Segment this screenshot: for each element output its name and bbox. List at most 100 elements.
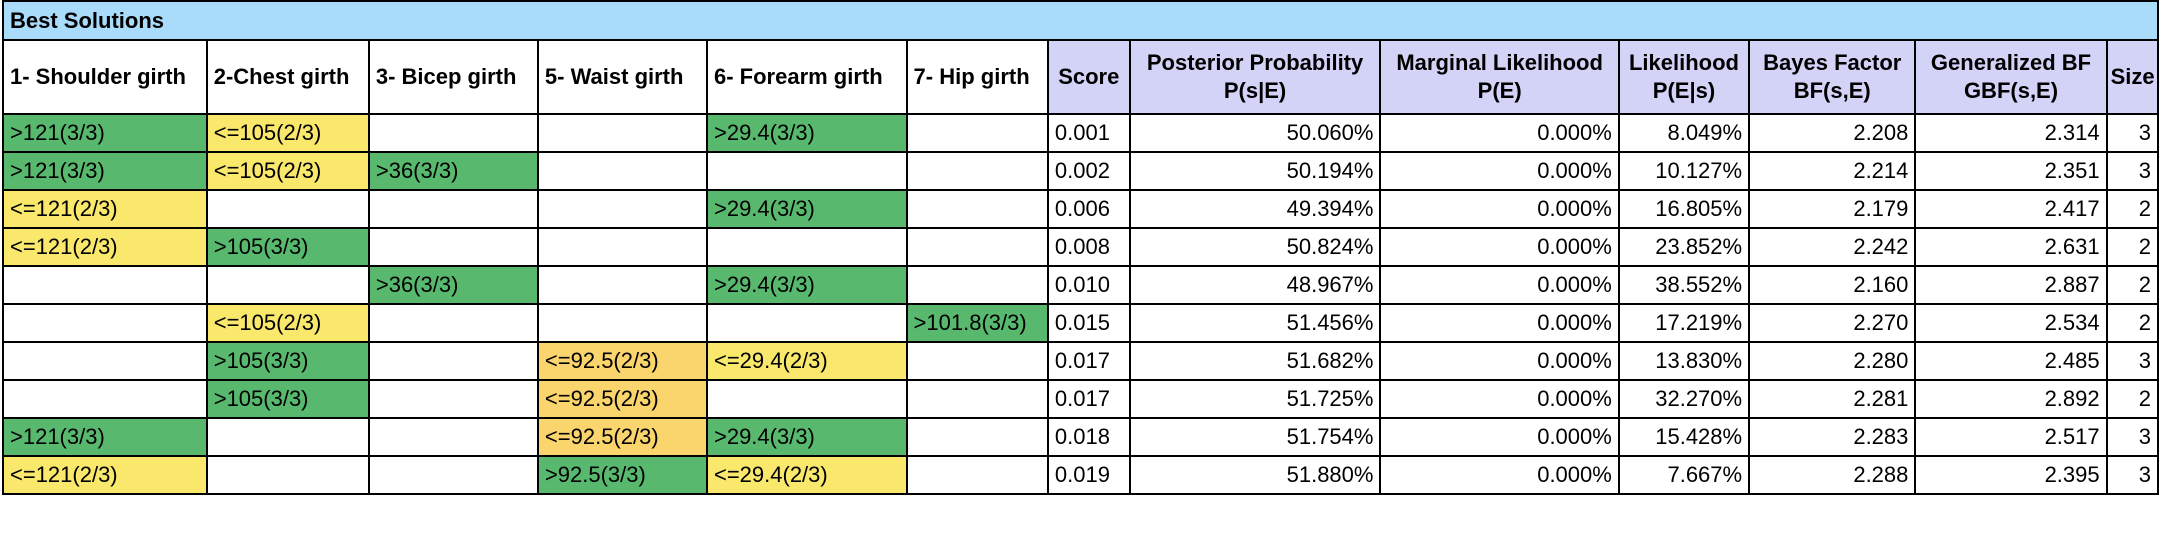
bicep-girth-cell[interactable] [367,303,539,343]
hip-girth-cell[interactable] [905,341,1049,381]
chest-girth-cell[interactable] [205,455,370,495]
likelihood-cell[interactable]: 13.830% [1617,341,1751,381]
bicep-girth-cell[interactable] [367,227,539,267]
size-cell[interactable]: 3 [2105,417,2160,457]
bicep-girth-cell[interactable]: >36(3/3) [367,265,539,305]
shoulder-girth-cell[interactable] [2,303,208,343]
score-cell[interactable]: 0.019 [1046,455,1131,495]
bicep-girth-cell[interactable] [367,189,539,229]
table-row[interactable]: >105(3/3) <=92.5(2/3) 0.017 51.725% 0.000% 32… [2,379,2160,419]
header-likelihood[interactable]: Likelihood P(E|s) [1617,39,1751,115]
waist-girth-cell[interactable] [536,303,708,343]
hip-girth-cell[interactable] [905,151,1049,191]
score-cell[interactable]: 0.017 [1046,341,1131,381]
waist-girth-cell[interactable] [536,265,708,305]
gbf-cell[interactable]: 2.314 [1914,113,2108,153]
waist-girth-cell[interactable]: >92.5(3/3) [536,455,708,495]
gbf-cell[interactable]: 2.631 [1914,227,2108,267]
bayes-factor-cell[interactable]: 2.242 [1748,227,1917,267]
gbf-cell[interactable]: 2.892 [1914,379,2108,419]
score-cell[interactable]: 0.015 [1046,303,1131,343]
shoulder-girth-cell[interactable]: <=121(2/3) [2,227,208,267]
forearm-girth-cell[interactable] [705,379,908,419]
posterior-cell[interactable]: 49.394% [1128,189,1382,229]
marginal-cell[interactable]: 0.000% [1379,151,1620,191]
gbf-cell[interactable]: 2.534 [1914,303,2108,343]
shoulder-girth-cell[interactable]: >121(3/3) [2,151,208,191]
forearm-girth-cell[interactable]: >29.4(3/3) [705,113,908,153]
hip-girth-cell[interactable] [905,455,1049,495]
chest-girth-cell[interactable]: >105(3/3) [205,227,370,267]
size-cell[interactable]: 2 [2105,379,2160,419]
likelihood-cell[interactable]: 16.805% [1617,189,1751,229]
marginal-cell[interactable]: 0.000% [1379,227,1620,267]
score-cell[interactable]: 0.010 [1046,265,1131,305]
header-chest-girth[interactable]: 2-Chest girth [205,39,370,115]
posterior-cell[interactable]: 50.194% [1128,151,1382,191]
table-row[interactable]: <=105(2/3) >101.8(3/3) 0.015 51.456% 0.000% 1… [2,303,2160,343]
table-row[interactable]: <=121(2/3) >92.5(3/3) <=29.4(2/3) 0.019 51.8… [2,455,2160,495]
score-cell[interactable]: 0.001 [1046,113,1131,153]
size-cell[interactable]: 3 [2105,113,2160,153]
marginal-cell[interactable]: 0.000% [1379,303,1620,343]
table-row[interactable]: <=121(2/3) >29.4(3/3) 0.006 49.394% 0.000% 16… [2,189,2160,229]
chest-girth-cell[interactable] [205,417,370,457]
gbf-cell[interactable]: 2.351 [1914,151,2108,191]
waist-girth-cell[interactable] [536,189,708,229]
forearm-girth-cell[interactable]: >29.4(3/3) [705,417,908,457]
size-cell[interactable]: 3 [2105,455,2160,495]
hip-girth-cell[interactable]: >101.8(3/3) [905,303,1049,343]
header-generalized-bf[interactable]: Generalized BF GBF(s,E) [1914,39,2108,115]
marginal-cell[interactable]: 0.000% [1379,265,1620,305]
chest-girth-cell[interactable] [205,265,370,305]
shoulder-girth-cell[interactable]: <=121(2/3) [2,189,208,229]
hip-girth-cell[interactable] [905,189,1049,229]
marginal-cell[interactable]: 0.000% [1379,113,1620,153]
waist-girth-cell[interactable] [536,227,708,267]
marginal-cell[interactable]: 0.000% [1379,417,1620,457]
score-cell[interactable]: 0.017 [1046,379,1131,419]
forearm-girth-cell[interactable] [705,227,908,267]
posterior-cell[interactable]: 50.824% [1128,227,1382,267]
hip-girth-cell[interactable] [905,265,1049,305]
bayes-factor-cell[interactable]: 2.160 [1748,265,1917,305]
score-cell[interactable]: 0.008 [1046,227,1131,267]
forearm-girth-cell[interactable] [705,303,908,343]
bicep-girth-cell[interactable] [367,379,539,419]
gbf-cell[interactable]: 2.517 [1914,417,2108,457]
forearm-girth-cell[interactable]: >29.4(3/3) [705,189,908,229]
bayes-factor-cell[interactable]: 2.270 [1748,303,1917,343]
bicep-girth-cell[interactable] [367,113,539,153]
size-cell[interactable]: 2 [2105,303,2160,343]
table-row[interactable]: >121(3/3) <=105(2/3) >29.4(3/3) 0.001 50.060… [2,113,2160,153]
header-bayes-factor[interactable]: Bayes Factor BF(s,E) [1748,39,1917,115]
shoulder-girth-cell[interactable] [2,379,208,419]
waist-girth-cell[interactable]: <=92.5(2/3) [536,417,708,457]
header-waist-girth[interactable]: 5- Waist girth [536,39,708,115]
hip-girth-cell[interactable] [905,113,1049,153]
header-size[interactable]: Size [2105,39,2160,115]
table-row[interactable]: >121(3/3) <=105(2/3) >36(3/3) 0.002 50.194% 0… [2,151,2160,191]
hip-girth-cell[interactable] [905,227,1049,267]
header-hip-girth[interactable]: 7- Hip girth [905,39,1049,115]
forearm-girth-cell[interactable]: <=29.4(2/3) [705,341,908,381]
shoulder-girth-cell[interactable] [2,265,208,305]
header-score[interactable]: Score [1046,39,1131,115]
header-shoulder-girth[interactable]: 1- Shoulder girth [2,39,208,115]
header-bicep-girth[interactable]: 3- Bicep girth [367,39,539,115]
bayes-factor-cell[interactable]: 2.214 [1748,151,1917,191]
waist-girth-cell[interactable]: <=92.5(2/3) [536,341,708,381]
hip-girth-cell[interactable] [905,379,1049,419]
chest-girth-cell[interactable]: <=105(2/3) [205,113,370,153]
gbf-cell[interactable]: 2.485 [1914,341,2108,381]
table-row[interactable]: >121(3/3) <=92.5(2/3) >29.4(3/3) 0.018 51.75… [2,417,2160,457]
table-row[interactable]: >36(3/3) >29.4(3/3) 0.010 48.967% 0.000% 38.5… [2,265,2160,305]
chest-girth-cell[interactable]: <=105(2/3) [205,303,370,343]
score-cell[interactable]: 0.002 [1046,151,1131,191]
posterior-cell[interactable]: 51.880% [1128,455,1382,495]
bayes-factor-cell[interactable]: 2.280 [1748,341,1917,381]
marginal-cell[interactable]: 0.000% [1379,455,1620,495]
score-cell[interactable]: 0.006 [1046,189,1131,229]
likelihood-cell[interactable]: 8.049% [1617,113,1751,153]
posterior-cell[interactable]: 51.456% [1128,303,1382,343]
